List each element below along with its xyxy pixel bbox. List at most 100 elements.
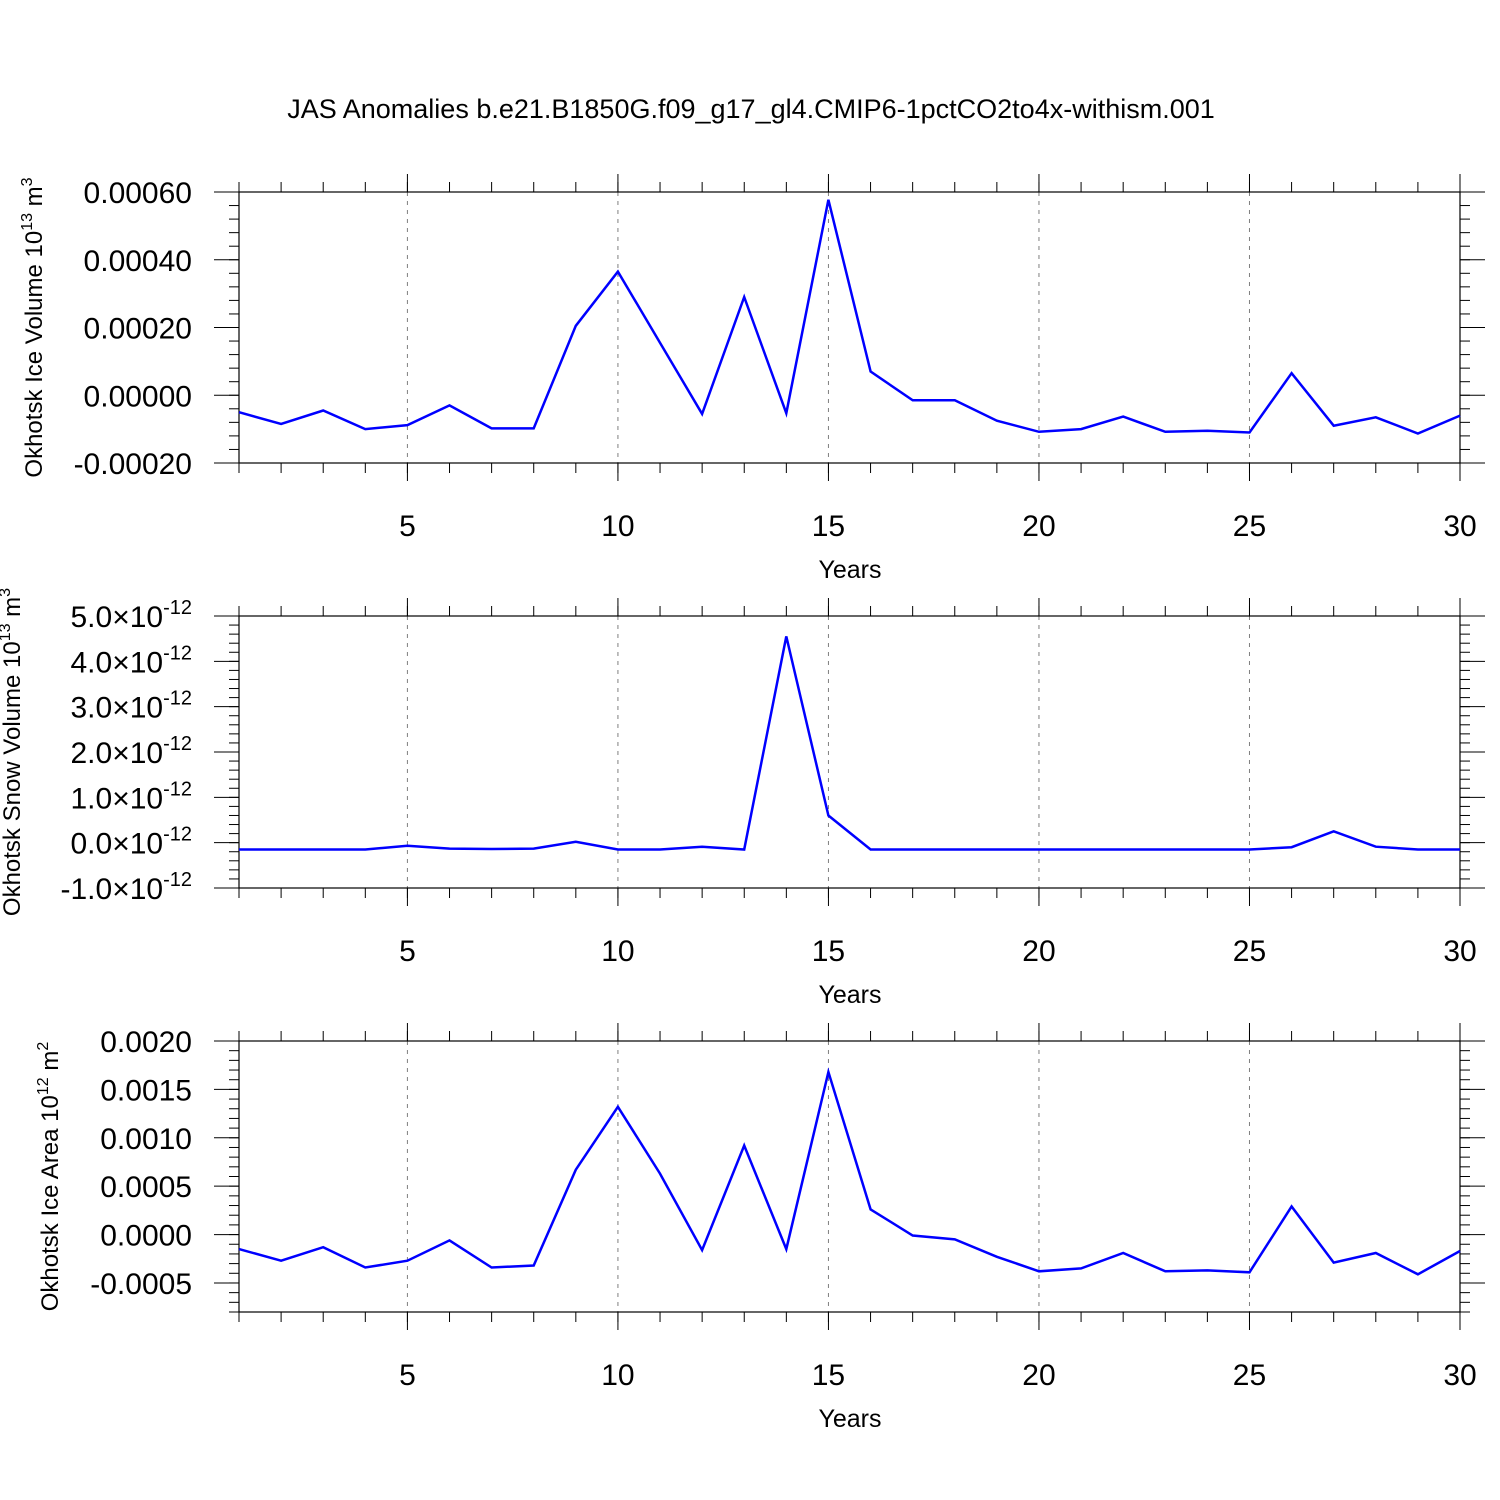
y-tick-exponent: -12: [163, 778, 192, 800]
x-tick-label: 10: [601, 510, 634, 543]
y-tick-mantissa: 3.0: [70, 692, 112, 725]
y-tick-text: 0.00000: [84, 380, 192, 413]
x-tick-label: 30: [1443, 1359, 1476, 1392]
y-tick-text: 0.0015: [100, 1074, 192, 1107]
y-tick-exponent: -12: [163, 824, 192, 846]
y-tick-label: 0.0×10-12: [70, 824, 192, 861]
y-label-main: Okhotsk Snow Volume 10: [0, 641, 26, 916]
panel-3: 5 10 15 20 25 30 -0.0005 0.0000 0.0005 0.0010 0.00…: [35, 1023, 1485, 1433]
y-tick-mantissa: 1.0: [70, 782, 112, 815]
y-tick-label: 0.0015: [100, 1074, 192, 1107]
y-tick-times: ×: [112, 692, 130, 725]
y-tick-times: ×: [112, 873, 130, 906]
y-label-unit-exponent: 2: [35, 1042, 52, 1051]
y-tick-label: 0.00000: [84, 380, 192, 413]
y-label-main: Okhotsk Ice Area 10: [37, 1095, 64, 1311]
y-tick-text: 0.00060: [84, 177, 192, 210]
y-tick-label: 0.0010: [100, 1123, 192, 1156]
y-tick-text: 0.0010: [100, 1123, 192, 1156]
y-label-unit: m: [37, 1051, 64, 1078]
y-tick-label: -0.0005: [90, 1268, 192, 1301]
panel-2: 5 10 15 20 25 30-1.0×10-120.0×10-121.0×10-122…: [0, 588, 1485, 1009]
x-tick-label: 5: [399, 1359, 416, 1392]
y-axis-label: Okhotsk Ice Volume 1013 m3: [19, 177, 48, 477]
y-tick-base: 10: [130, 873, 163, 906]
x-tick-label: 25: [1233, 1359, 1266, 1392]
y-tick-base: 10: [130, 646, 163, 679]
x-axis-label: Years: [818, 556, 881, 584]
x-tick-label: 10: [601, 1359, 634, 1392]
x-tick-label: 30: [1443, 510, 1476, 543]
y-tick-text: -0.00020: [74, 448, 192, 481]
x-tick-label: 15: [812, 935, 845, 968]
y-tick-times: ×: [112, 646, 130, 679]
plot-frame: [238, 615, 1461, 889]
x-tick-label: 15: [812, 510, 845, 543]
y-tick-text: 0.00020: [84, 313, 192, 346]
y-tick-text: 0.00040: [84, 245, 192, 278]
y-tick-label: 3.0×10-12: [70, 688, 192, 725]
x-tick-label: 5: [399, 935, 416, 968]
x-tick-label: 20: [1022, 510, 1055, 543]
x-tick-label: 5: [399, 510, 416, 543]
chart-title: JAS Anomalies b.e21.B1850G.f09_g17_gl4.C…: [287, 94, 1215, 124]
y-axis-label: Okhotsk Snow Volume 1013 m3: [0, 588, 26, 916]
y-tick-text: 0.0000: [100, 1220, 192, 1253]
y-tick-label: 0.00040: [84, 245, 192, 278]
y-label-exponent: 13: [19, 213, 36, 231]
x-tick-label: 20: [1022, 1359, 1055, 1392]
y-tick-label: 4.0×10-12: [70, 642, 192, 679]
y-tick-exponent: -12: [163, 597, 192, 619]
y-tick-text: -0.0005: [90, 1268, 192, 1301]
y-tick-label: 0.00020: [84, 313, 192, 346]
y-tick-mantissa: 2.0: [70, 737, 112, 770]
y-tick-mantissa: -1.0: [60, 873, 112, 906]
y-tick-times: ×: [112, 737, 130, 770]
x-tick-label: 30: [1443, 935, 1476, 968]
y-tick-times: ×: [112, 601, 130, 634]
y-tick-mantissa: 4.0: [70, 646, 112, 679]
y-axis-label: Okhotsk Ice Area 1012 m2: [35, 1042, 64, 1312]
y-label-unit-exponent: 3: [0, 588, 14, 597]
x-tick-label: 10: [601, 935, 634, 968]
y-tick-base: 10: [130, 828, 163, 861]
y-label-unit: m: [0, 597, 26, 624]
y-tick-exponent: -12: [163, 869, 192, 891]
x-tick-label: 25: [1233, 935, 1266, 968]
y-tick-label: 5.0×10-12: [70, 597, 192, 634]
y-tick-mantissa: 0.0: [70, 828, 112, 861]
y-tick-mantissa: 5.0: [70, 601, 112, 634]
series-line: [239, 636, 1460, 851]
x-tick-label: 25: [1233, 510, 1266, 543]
y-tick-label: 0.0020: [100, 1026, 192, 1059]
y-tick-exponent: -12: [163, 733, 192, 755]
y-tick-base: 10: [130, 737, 163, 770]
y-tick-label: 0.0005: [100, 1171, 192, 1204]
y-tick-label: 1.0×10-12: [70, 778, 192, 815]
y-tick-base: 10: [130, 601, 163, 634]
series-line: [238, 1067, 1461, 1276]
y-tick-text: 0.0005: [100, 1171, 192, 1204]
y-tick-label: -1.0×10-12: [60, 869, 192, 906]
y-tick-text: 0.0020: [100, 1026, 192, 1059]
y-tick-label: 2.0×10-12: [70, 733, 192, 770]
plot-frame: [238, 191, 1461, 464]
y-label-unit-exponent: 3: [19, 177, 36, 186]
y-tick-base: 10: [130, 692, 163, 725]
plot-frame: [238, 1040, 1461, 1313]
x-axis-label: Years: [818, 981, 881, 1009]
y-label-exponent: 12: [35, 1077, 52, 1095]
panel-1: 5 10 15 20 25 30 -0.00020 0.00000 0.00020 0.00040…: [19, 174, 1485, 584]
series-line: [238, 199, 1461, 435]
y-label-unit: m: [21, 186, 48, 213]
y-label-main: Okhotsk Ice Volume 10: [21, 231, 48, 478]
y-tick-times: ×: [112, 828, 130, 861]
y-tick-label: 0.0000: [100, 1220, 192, 1253]
x-tick-label: 20: [1022, 935, 1055, 968]
x-axis-label: Years: [818, 1405, 881, 1433]
y-tick-label: -0.00020: [74, 448, 192, 481]
y-label-exponent: 13: [0, 623, 14, 641]
y-tick-exponent: -12: [163, 642, 192, 664]
y-tick-label: 0.00060: [84, 177, 192, 210]
